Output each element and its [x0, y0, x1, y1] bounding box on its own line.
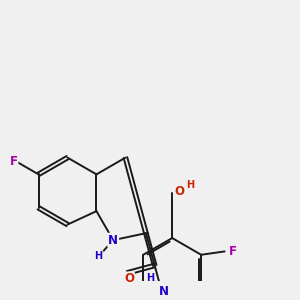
Text: F: F: [229, 245, 237, 258]
Text: O: O: [174, 185, 184, 198]
Text: F: F: [9, 155, 17, 168]
Text: N: N: [108, 234, 118, 247]
Text: H: H: [187, 179, 195, 190]
Text: O: O: [124, 272, 134, 285]
Text: H: H: [146, 273, 154, 283]
Text: H: H: [94, 251, 103, 261]
Text: N: N: [158, 285, 168, 298]
